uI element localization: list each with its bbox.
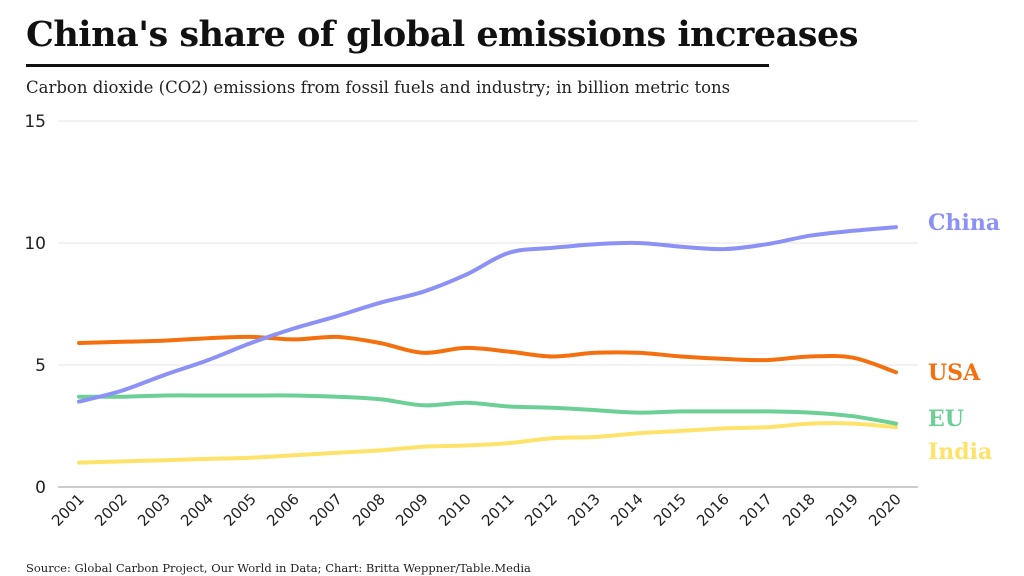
x-axis: 2001 2002 2003 2004 2005 2006 2007 2008 2009 2010… bbox=[48, 490, 905, 530]
x-tick-label: 2016 bbox=[693, 490, 733, 530]
series-line-usa bbox=[77, 334, 898, 375]
series-line-china bbox=[77, 225, 898, 404]
chart-title: China's share of global emissions increa… bbox=[26, 14, 858, 55]
x-tick-label: 2015 bbox=[650, 490, 690, 530]
gridlines bbox=[58, 120, 918, 488]
x-tick-label: 2018 bbox=[779, 490, 819, 530]
x-tick-label: 2010 bbox=[435, 490, 475, 530]
source-note: Source: Global Carbon Project, Our World… bbox=[26, 561, 531, 575]
x-tick-label: 2001 bbox=[48, 490, 88, 530]
x-tick-label: 2006 bbox=[263, 490, 303, 530]
chart-subtitle: Carbon dioxide (CO2) emissions from foss… bbox=[26, 78, 731, 97]
x-tick-label: 2007 bbox=[306, 490, 346, 530]
title-underline bbox=[26, 64, 769, 67]
y-tick-label: 10 bbox=[24, 234, 46, 254]
x-tick-label: 2017 bbox=[736, 490, 776, 530]
series-lines bbox=[77, 225, 898, 465]
series-label-usa: USA bbox=[928, 360, 981, 386]
y-axis: 0 5 10 15 bbox=[24, 112, 46, 498]
x-tick-label: 2011 bbox=[478, 490, 518, 530]
x-tick-label: 2003 bbox=[134, 490, 174, 530]
y-tick-label: 15 bbox=[24, 112, 46, 132]
x-tick-label: 2012 bbox=[521, 490, 561, 530]
y-tick-label: 0 bbox=[35, 478, 46, 498]
x-tick-label: 2005 bbox=[220, 490, 260, 530]
series-line-india bbox=[77, 421, 898, 465]
series-label-china: China bbox=[928, 210, 1000, 236]
series-label-india: India bbox=[928, 439, 992, 465]
x-tick-label: 2009 bbox=[392, 490, 432, 530]
x-tick-label: 2019 bbox=[822, 490, 862, 530]
y-tick-label: 5 bbox=[35, 356, 46, 376]
x-tick-label: 2008 bbox=[349, 490, 389, 530]
x-tick-label: 2020 bbox=[865, 490, 905, 530]
x-tick-label: 2002 bbox=[91, 490, 131, 530]
series-line-eu bbox=[77, 393, 898, 426]
x-tick-label: 2004 bbox=[177, 490, 217, 530]
x-tick-label: 2014 bbox=[607, 490, 647, 530]
x-tick-label: 2013 bbox=[564, 490, 604, 530]
series-label-eu: EU bbox=[928, 406, 964, 432]
series-labels: India EU USA China bbox=[928, 210, 1000, 465]
